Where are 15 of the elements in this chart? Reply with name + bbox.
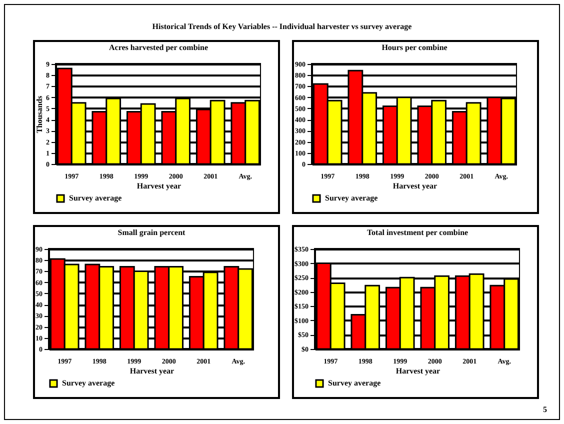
x-axis-title: Harvest year [392,182,438,190]
chart-title: Hours per combine [382,43,448,52]
chart-title: Small grain percent [118,228,186,237]
x-axis-title: Harvest year [136,182,182,190]
y-axis-title: Thousands [35,96,44,134]
chart-title: Acres harvested per combine [108,43,208,52]
chart-title: Total investment per combine [366,228,469,237]
x-axis-title: Harvest year [396,366,441,376]
legend-label: Survey average [62,378,116,388]
text: 5 [543,405,547,414]
legend-label: Survey average [328,378,382,388]
text: Historical Trends of Key Variables -- Individual harvester vs survey average [151,22,413,31]
x-axis-title: Harvest year [130,366,175,376]
legend-label: Survey average [325,194,378,202]
legend-label: Survey average [69,194,122,202]
